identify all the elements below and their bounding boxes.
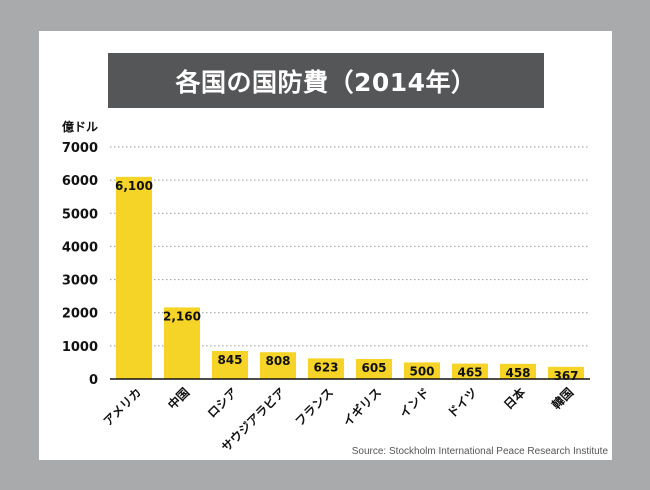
bar [116, 176, 152, 379]
x-tick-label: ロシア [205, 385, 240, 420]
data-label: 500 [409, 364, 434, 378]
data-label: 458 [505, 366, 530, 380]
y-axis-label: 億ドル [62, 119, 98, 134]
x-tick-label: ドイツ [445, 385, 480, 420]
data-label: 465 [457, 366, 482, 380]
y-tick-label: 3000 [62, 274, 98, 289]
chart-title: 各国の国防費（2014年） [108, 53, 544, 108]
bar [452, 363, 488, 379]
x-tick-label: アメリカ [101, 385, 144, 428]
y-tick-label: 7000 [62, 141, 98, 156]
y-tick-label: 0 [89, 373, 98, 388]
data-label: 2,160 [163, 309, 201, 323]
bar [548, 366, 584, 379]
x-tick-label: 日本 [501, 385, 529, 413]
y-tick-label: 2000 [62, 307, 98, 322]
x-tick-label: イギリス [340, 385, 385, 430]
data-label: 6,100 [115, 179, 153, 193]
y-tick-label: 5000 [62, 207, 98, 222]
data-label: 367 [553, 369, 578, 383]
bar [212, 350, 248, 379]
bar [356, 358, 392, 379]
y-tick-label: 6000 [62, 174, 98, 189]
bar [308, 358, 344, 379]
y-tick-label: 4000 [62, 240, 98, 255]
x-tick-label: フランス [292, 385, 336, 429]
x-tick-label: 韓国 [549, 385, 577, 413]
bar [260, 352, 296, 379]
bar [164, 307, 200, 379]
bar [500, 363, 536, 379]
source-note: Source: Stockholm International Peace Re… [351, 446, 608, 457]
x-tick-label: 中国 [165, 385, 193, 413]
data-label: 605 [361, 361, 386, 375]
data-label: 845 [217, 353, 242, 367]
y-tick-label: 1000 [62, 340, 98, 355]
data-label: 623 [313, 360, 338, 374]
bar [404, 362, 440, 379]
data-label: 808 [265, 354, 290, 368]
x-tick-label: インド [397, 385, 432, 420]
